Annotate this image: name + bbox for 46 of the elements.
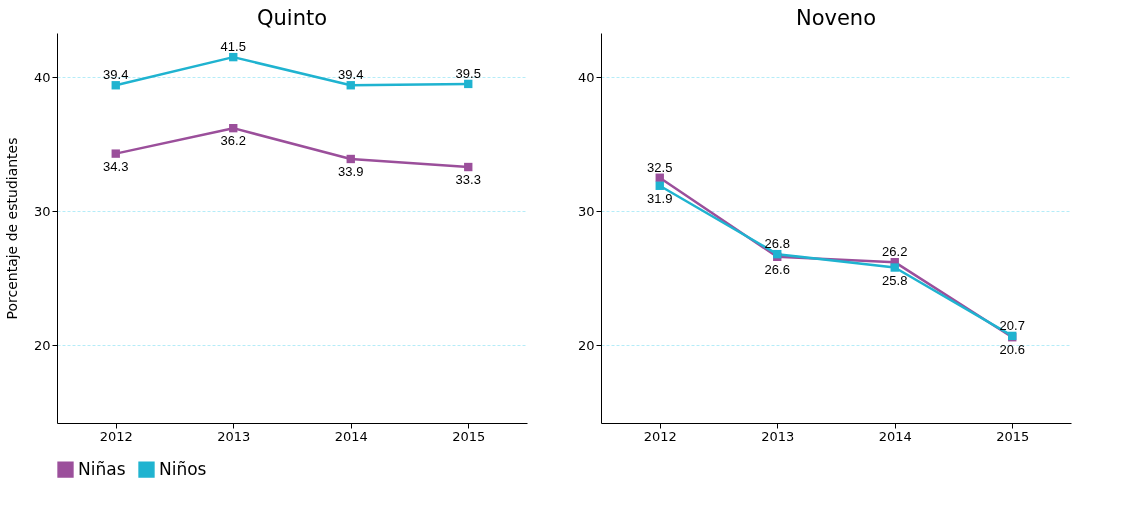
legend-label: Niños bbox=[159, 458, 207, 479]
data-label: 36.2 bbox=[220, 133, 246, 149]
data-label: 26.6 bbox=[764, 261, 790, 277]
data-label: 39.4 bbox=[103, 67, 129, 83]
y-tick-label: 40 bbox=[577, 69, 595, 85]
point bbox=[229, 123, 238, 133]
data-label: 39.4 bbox=[338, 67, 364, 83]
point bbox=[229, 52, 238, 62]
point bbox=[464, 162, 473, 172]
data-label: 33.3 bbox=[455, 172, 481, 188]
data-label: 25.8 bbox=[882, 272, 908, 288]
chart-title: Noveno bbox=[795, 6, 877, 30]
point bbox=[111, 81, 120, 90]
legend-label: Niñas bbox=[78, 458, 126, 479]
point bbox=[111, 149, 120, 158]
point bbox=[890, 263, 899, 272]
data-label: 32.5 bbox=[647, 159, 673, 175]
data-label: 41.5 bbox=[220, 39, 246, 55]
x-tick-label: 2012 bbox=[643, 428, 677, 444]
point bbox=[655, 173, 664, 182]
x-tick-label: 2015 bbox=[996, 428, 1030, 444]
data-label: 26.8 bbox=[764, 236, 790, 252]
point bbox=[655, 181, 664, 190]
x-tick-label: 2012 bbox=[99, 428, 133, 444]
y-axis-title: Porcentaje de estudiantes bbox=[3, 137, 20, 320]
data-label: 20.7 bbox=[999, 317, 1025, 333]
y-tick-label: 20 bbox=[33, 337, 51, 353]
x-tick-label: 2013 bbox=[761, 428, 795, 444]
data-label: 34.3 bbox=[103, 158, 129, 174]
point bbox=[346, 81, 355, 90]
y-tick-label: 30 bbox=[577, 203, 595, 219]
point bbox=[464, 79, 473, 89]
data-label: 39.5 bbox=[455, 65, 481, 81]
y-tick-label: 30 bbox=[33, 203, 51, 219]
data-label: 20.6 bbox=[999, 342, 1025, 358]
x-tick-label: 2013 bbox=[217, 428, 251, 444]
point bbox=[346, 154, 355, 164]
y-tick-label: 40 bbox=[33, 69, 51, 85]
data-label: 31.9 bbox=[647, 190, 673, 206]
x-tick-label: 2014 bbox=[878, 428, 912, 444]
data-label: 26.2 bbox=[882, 244, 908, 260]
x-tick-label: 2014 bbox=[334, 428, 368, 444]
chart-title: Quinto bbox=[256, 6, 328, 30]
data-label: 33.9 bbox=[338, 163, 364, 179]
x-tick-label: 2015 bbox=[452, 428, 486, 444]
y-tick-label: 20 bbox=[577, 337, 595, 353]
